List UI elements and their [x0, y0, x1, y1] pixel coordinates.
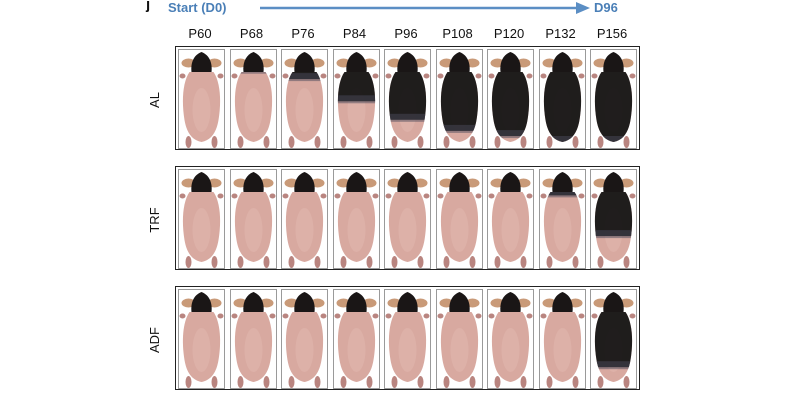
- timeline-arrow-icon: [260, 2, 590, 14]
- mouse-dorsal-view-icon: [488, 52, 533, 148]
- mouse-dorsal-view-icon: [385, 52, 430, 148]
- panel-letter: j: [146, 0, 151, 13]
- mouse-photo-trf-p132: [538, 169, 586, 269]
- mouse-photo-adf-p96: [384, 289, 431, 389]
- mouse-photo-trf-p120: [487, 169, 534, 269]
- mouse-photo-trf-p84: [332, 169, 380, 269]
- mouse-dorsal-view-icon: [437, 52, 481, 148]
- mouse-dorsal-view-icon: [540, 52, 584, 148]
- row-frame-trf: [175, 166, 640, 270]
- mouse-photo-al-p120: [487, 49, 534, 149]
- mouse-photo-trf-p156: [590, 169, 637, 269]
- mouse-dorsal-view-icon: [179, 172, 224, 268]
- mouse-photo-adf-p156: [590, 289, 637, 389]
- mouse-dorsal-view-icon: [179, 292, 224, 388]
- mouse-photo-al-p76: [281, 49, 328, 149]
- column-header-p60: P60: [188, 26, 212, 41]
- mouse-dorsal-view-icon: [437, 292, 481, 388]
- mouse-dorsal-view-icon: [231, 172, 275, 268]
- mouse-dorsal-view-icon: [540, 292, 584, 388]
- mouse-dorsal-view-icon: [282, 172, 327, 268]
- row-label-adf: ADF: [147, 327, 162, 353]
- column-header-p96: P96: [394, 26, 418, 41]
- column-header-p108: P108: [442, 26, 473, 41]
- mouse-dorsal-view-icon: [591, 52, 636, 148]
- timeline: Start (D0) D96: [168, 0, 638, 18]
- mouse-dorsal-view-icon: [488, 172, 533, 268]
- column-header-p76: P76: [291, 26, 315, 41]
- row-frame-adf: [175, 286, 640, 390]
- mouse-photo-trf-p108: [435, 169, 483, 269]
- mouse-dorsal-view-icon: [591, 292, 636, 388]
- mouse-dorsal-view-icon: [334, 52, 378, 148]
- mouse-photo-al-p108: [435, 49, 483, 149]
- mouse-dorsal-view-icon: [179, 52, 224, 148]
- mouse-photo-al-p96: [384, 49, 431, 149]
- mouse-photo-adf-p76: [281, 289, 328, 389]
- mouse-photo-al-p132: [538, 49, 586, 149]
- mouse-dorsal-view-icon: [591, 172, 636, 268]
- timeline-start-label: Start (D0): [168, 0, 227, 15]
- mouse-dorsal-view-icon: [231, 292, 275, 388]
- mouse-photo-adf-p132: [538, 289, 586, 389]
- mouse-dorsal-view-icon: [231, 52, 275, 148]
- column-header-p84: P84: [342, 26, 367, 41]
- row-label-trf: TRF: [147, 207, 162, 233]
- mouse-dorsal-view-icon: [540, 172, 584, 268]
- mouse-photo-al-p68: [229, 49, 277, 149]
- row-label-al: AL: [147, 92, 162, 108]
- mouse-dorsal-view-icon: [437, 172, 481, 268]
- mouse-photo-adf-p120: [487, 289, 534, 389]
- mouse-photo-adf-p68: [229, 289, 277, 389]
- mouse-photo-adf-p60: [178, 289, 225, 389]
- mouse-photo-al-p60: [178, 49, 225, 149]
- mouse-dorsal-view-icon: [385, 172, 430, 268]
- mouse-photo-al-p156: [590, 49, 637, 149]
- mouse-dorsal-view-icon: [334, 292, 378, 388]
- mouse-photo-trf-p60: [178, 169, 225, 269]
- mouse-dorsal-view-icon: [488, 292, 533, 388]
- row-frame-al: [175, 46, 640, 150]
- mouse-dorsal-view-icon: [282, 52, 327, 148]
- mouse-photo-al-p84: [332, 49, 380, 149]
- mouse-photo-trf-p68: [229, 169, 277, 269]
- mouse-photo-trf-p96: [384, 169, 431, 269]
- column-header-p120: P120: [493, 26, 525, 41]
- mouse-photo-trf-p76: [281, 169, 328, 269]
- column-header-p156: P156: [596, 26, 628, 41]
- column-header-p68: P68: [239, 26, 264, 41]
- column-header-p132: P132: [545, 26, 576, 41]
- mouse-dorsal-view-icon: [334, 172, 378, 268]
- mouse-photo-adf-p84: [332, 289, 380, 389]
- column-headers: P60 P68 P76 P84 P96 P108 P120 P132 P156: [175, 26, 640, 42]
- mouse-dorsal-view-icon: [385, 292, 430, 388]
- timeline-end-label: D96: [594, 0, 618, 15]
- mouse-dorsal-view-icon: [282, 292, 327, 388]
- mouse-photo-adf-p108: [435, 289, 483, 389]
